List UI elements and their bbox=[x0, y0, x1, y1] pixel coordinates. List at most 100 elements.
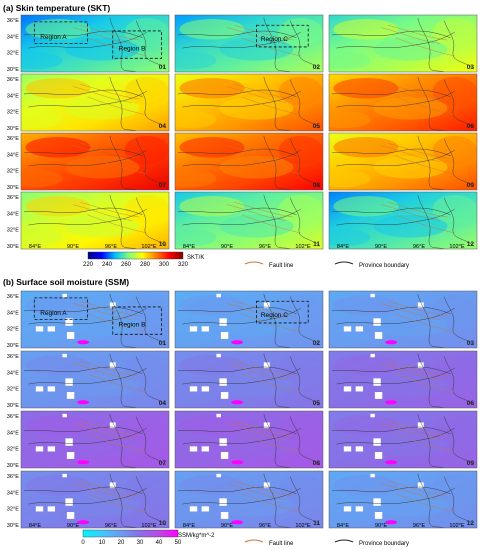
skt-lon-tick-label: 84°E bbox=[337, 244, 349, 250]
skt-colorbar: 220 240 260 280 300 320 SKT/K bbox=[83, 251, 204, 268]
ssm-masked-cell bbox=[373, 498, 381, 506]
ssm-masked-cell bbox=[62, 473, 67, 478]
ssm-province-boundary bbox=[417, 293, 445, 348]
skt-lat-tick-label: 32°E bbox=[7, 51, 19, 57]
ssm-legend: Fault line Province boundary bbox=[244, 539, 409, 547]
skt-province-boundary bbox=[136, 138, 167, 188]
skt-panel-11: 11 bbox=[174, 191, 324, 250]
ssm-high-moisture-spot bbox=[385, 400, 398, 405]
skt-fault-line bbox=[80, 202, 140, 218]
skt-panel-texture bbox=[329, 17, 477, 70]
ssm-region-a-label: Region A bbox=[40, 310, 67, 317]
ssm-masked-cell bbox=[66, 452, 75, 459]
ssm-province-boundary bbox=[336, 427, 455, 445]
ssm-lat-tick-label: 30°E bbox=[7, 343, 19, 349]
ssm-panel-number: 10 bbox=[159, 520, 167, 527]
ssm-province-boundary bbox=[136, 416, 167, 466]
ssm-masked-cell bbox=[109, 482, 116, 489]
ssm-lat-tick-label: 36°E bbox=[7, 354, 19, 360]
skt-lon-tick-label: 90°E bbox=[67, 244, 79, 250]
ssm-province-boundary bbox=[336, 307, 455, 325]
ssm-province-boundary bbox=[290, 416, 321, 466]
ssm-axes: 36°E 34°E 32°E 30°E 36°E 34°E 32°E 30°E 36°E 34°E… bbox=[7, 294, 465, 529]
ssm-fault-line bbox=[380, 483, 441, 500]
skt-lat-tick-label: 36°E bbox=[7, 195, 19, 201]
skt-province-boundary bbox=[290, 197, 321, 247]
ssm-lat-tick-label: 36°E bbox=[7, 474, 19, 480]
skt-province-boundary bbox=[136, 79, 167, 129]
skt-province-boundary bbox=[109, 135, 137, 190]
ssm-panel-frame bbox=[174, 470, 324, 529]
ssm-fault-line bbox=[87, 433, 147, 453]
ssm-panel-10: 10 bbox=[20, 470, 170, 529]
skt-fault-line bbox=[226, 27, 287, 44]
skt-title: (a) Skin temperature (SKT) bbox=[3, 3, 110, 13]
skt-legend-fault-label: Fault line bbox=[269, 263, 294, 269]
ssm-masked-cell bbox=[220, 452, 229, 459]
skt-colorbar-tick-label: 300 bbox=[159, 262, 170, 268]
ssm-masked-cell bbox=[189, 326, 198, 332]
skt-province-boundary bbox=[331, 30, 451, 39]
ssm-high-moisture-spot bbox=[77, 340, 90, 345]
skt-panel-frame bbox=[20, 73, 170, 132]
ssm-fault-line bbox=[241, 433, 301, 453]
ssm-lat-tick-label: 34°E bbox=[7, 370, 19, 376]
ssm-fault-line bbox=[72, 483, 133, 500]
ssm-province-boundary bbox=[263, 293, 291, 348]
ssm-masked-cell bbox=[109, 302, 116, 309]
ssm-panel-frame bbox=[20, 470, 170, 529]
ssm-colorbar-ticks: 0 10 20 30 40 50 bbox=[81, 540, 182, 546]
ssm-legend-fault-label: Fault line bbox=[269, 541, 294, 547]
ssm-province-boundary bbox=[28, 487, 147, 505]
ssm-region-b-label: Region B bbox=[119, 321, 146, 328]
ssm-province-boundary bbox=[444, 416, 475, 466]
ssm-high-moisture-spot bbox=[385, 520, 398, 525]
skt-fault-line bbox=[234, 84, 294, 100]
skt-province-boundary bbox=[336, 149, 455, 167]
ssm-fault-line bbox=[241, 493, 301, 513]
skt-province-boundary bbox=[177, 89, 297, 98]
skt-lat-tick-label: 30°E bbox=[7, 67, 19, 73]
ssm-lon-tick-label: 102°E bbox=[449, 523, 465, 529]
skt-province-boundary bbox=[182, 90, 301, 108]
skt-lon-tick-label: 84°E bbox=[29, 244, 41, 250]
ssm-masked-cell bbox=[373, 318, 381, 326]
ssm-lat-tick-label: 30°E bbox=[7, 463, 19, 469]
ssm-province-boundary bbox=[290, 356, 321, 406]
skt-panel-05: 05 bbox=[174, 73, 324, 132]
ssm-masked-cell bbox=[66, 512, 75, 519]
skt-panel-frame bbox=[328, 73, 478, 132]
ssm-panel-frame bbox=[174, 350, 324, 409]
skt-panel-number: 02 bbox=[313, 64, 321, 71]
skt-fault-line bbox=[226, 145, 287, 162]
ssm-masked-cell bbox=[66, 392, 75, 399]
ssm-province-boundary bbox=[444, 356, 475, 406]
skt-province-boundary bbox=[23, 207, 143, 216]
ssm-lat-tick-label: 32°E bbox=[7, 507, 19, 513]
skt-panel-number: 08 bbox=[313, 182, 321, 189]
ssm-panel-number: 03 bbox=[467, 340, 475, 347]
skt-fault-line bbox=[80, 25, 140, 41]
ssm-panel-12: 12 bbox=[328, 470, 478, 529]
ssm-fault-line bbox=[234, 481, 294, 497]
ssm-panel-number: 06 bbox=[467, 400, 475, 407]
ssm-lon-tick-label: 96°E bbox=[413, 523, 425, 529]
skt-lon-tick-label: 90°E bbox=[375, 244, 387, 250]
ssm-province-boundary bbox=[331, 366, 451, 375]
skt-province-boundary bbox=[109, 194, 137, 249]
skt-panel-number: 05 bbox=[313, 123, 321, 130]
skt-region-a-label: Region A bbox=[40, 34, 67, 41]
ssm-masked-cell bbox=[201, 446, 210, 452]
ssm-high-moisture-spot bbox=[385, 460, 398, 465]
skt-panel-frame bbox=[328, 132, 478, 191]
skt-fault-line bbox=[234, 202, 294, 218]
skt-colorbar-label: SKT/K bbox=[187, 255, 204, 261]
skt-province-boundary bbox=[263, 135, 291, 190]
ssm-fault-line bbox=[80, 421, 140, 437]
ssm-panel-number: 04 bbox=[159, 400, 167, 407]
ssm-province-boundary bbox=[177, 486, 297, 495]
ssm-masked-cell bbox=[47, 506, 56, 512]
skt-region-c-label: Region C bbox=[261, 36, 288, 43]
skt-panel-frame bbox=[328, 191, 478, 250]
